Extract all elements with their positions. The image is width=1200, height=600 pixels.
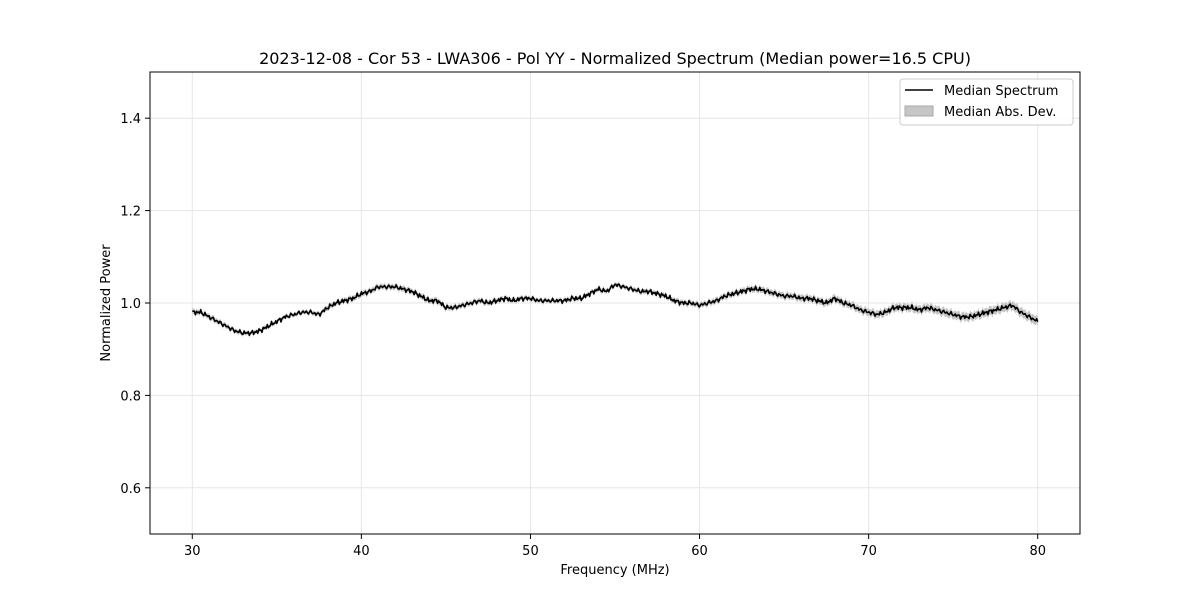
x-tick-label: 50 [522,544,539,559]
legend-entry-median-abs-dev: Median Abs. Dev. [944,105,1056,120]
chart-title: 2023-12-08 - Cor 53 - LWA306 - Pol YY - … [259,49,971,68]
legend-entry-median-spectrum: Median Spectrum [944,84,1058,99]
x-tick-label: 40 [353,544,370,559]
median-line-layer [192,283,1039,337]
y-ticks: 0.6 0.8 1.0 1.2 1.4 [120,112,150,497]
legend-band-swatch [904,105,934,117]
y-tick-label: 0.6 [120,482,141,497]
x-tick-label: 80 [1029,544,1046,559]
y-tick-label: 1.0 [120,297,141,312]
legend: Median Spectrum Median Abs. Dev. [899,78,1074,126]
x-tick-label: 70 [860,544,877,559]
x-ticks: 30 40 50 60 70 80 [184,534,1046,559]
y-tick-label: 1.4 [120,112,141,127]
y-tick-label: 1.2 [120,205,141,220]
x-tick-label: 30 [184,544,201,559]
median-spectrum-line [192,283,1039,337]
y-axis-label: Normalized Power [99,244,114,362]
mad-band-layer [192,281,1038,338]
mad-band [192,281,1038,338]
y-tick-label: 0.8 [120,389,141,404]
x-axis-label: Frequency (MHz) [560,563,669,578]
x-tick-label: 60 [691,544,708,559]
legend-box [899,78,1074,126]
